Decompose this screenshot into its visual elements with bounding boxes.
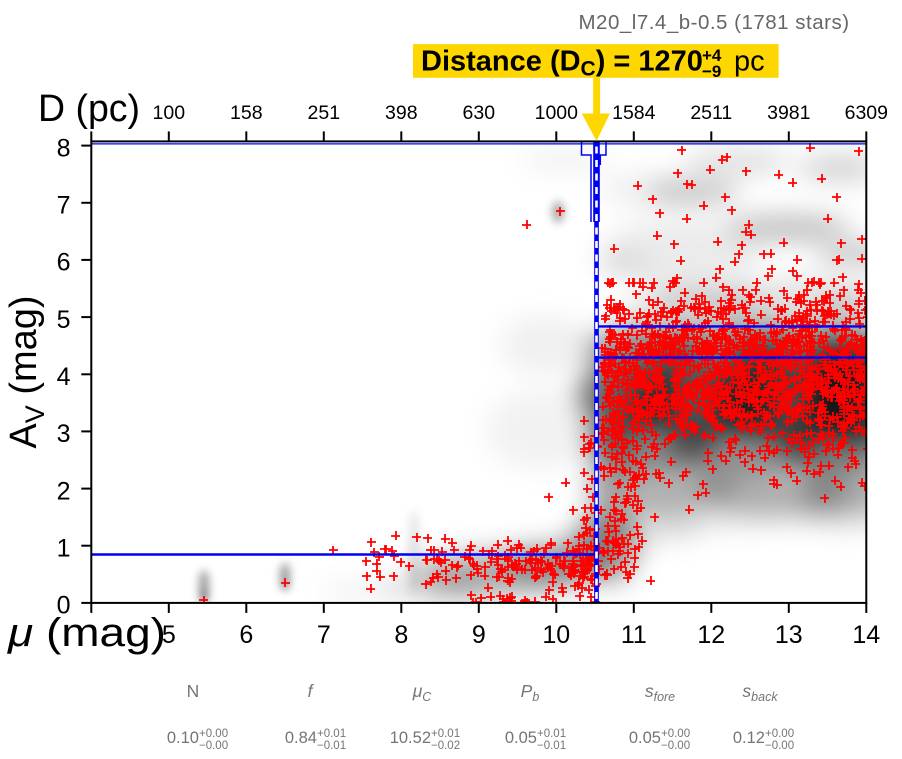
svg-text:1000: 1000 [535,102,579,124]
svg-text:+4: +4 [702,46,722,65]
svg-text:+0.00: +0.00 [765,728,794,740]
svg-text:100: 100 [153,102,186,124]
svg-text:6309: 6309 [845,102,888,124]
svg-text:−0.00: −0.00 [199,740,228,752]
svg-text:7: 7 [317,621,331,649]
svg-text:8: 8 [394,621,408,649]
svg-text:6: 6 [239,621,253,649]
svg-text:11: 11 [621,621,647,649]
svg-text:4: 4 [57,363,71,391]
svg-text:+0.00: +0.00 [661,728,690,740]
svg-text:2: 2 [57,477,71,505]
svg-text:6: 6 [57,249,71,277]
svg-text:5: 5 [162,621,176,649]
svg-text:0.05: 0.05 [629,729,661,747]
svg-text:7: 7 [57,192,71,220]
svg-text:630: 630 [463,102,496,124]
svg-text:12: 12 [697,621,725,649]
svg-text:0.10: 0.10 [167,729,199,747]
svg-text:Distance (DC) = 1270: Distance (DC) = 1270 [421,46,703,81]
svg-text:1584: 1584 [612,102,656,124]
svg-text:M20_l7.4_b-0.5 (1781 stars): M20_l7.4_b-0.5 (1781 stars) [578,11,849,34]
svg-text:251: 251 [308,102,341,124]
svg-text:−9: −9 [702,62,721,81]
svg-text:+0.01: +0.01 [431,728,460,740]
svg-text:+0.01: +0.01 [537,728,566,740]
svg-text:D (pc): D (pc) [38,88,140,130]
svg-text:−0.00: −0.00 [661,740,690,752]
svg-text:μ (mag): μ (mag) [7,611,166,655]
svg-text:5: 5 [57,306,71,334]
svg-text:+0.01: +0.01 [317,728,346,740]
svg-text:9: 9 [472,621,486,649]
svg-text:10.52: 10.52 [390,729,431,747]
svg-text:AV (mag): AV (mag) [3,295,50,448]
svg-text:0.05: 0.05 [505,729,537,747]
svg-text:0.84: 0.84 [285,729,317,747]
svg-text:3981: 3981 [767,102,810,124]
svg-text:0: 0 [57,592,71,620]
svg-text:2511: 2511 [690,102,732,124]
svg-text:−0.00: −0.00 [765,740,794,752]
svg-text:158: 158 [230,102,263,124]
svg-text:398: 398 [385,102,418,124]
svg-text:−0.01: −0.01 [537,740,566,752]
svg-text:N: N [187,681,200,701]
svg-text:−0.01: −0.01 [317,740,346,752]
svg-text:pc: pc [734,46,765,78]
svg-text:13: 13 [775,621,803,649]
svg-text:8: 8 [57,134,71,162]
svg-text:−0.02: −0.02 [431,740,460,752]
svg-text:0.12: 0.12 [733,729,765,747]
svg-text:1: 1 [57,534,71,562]
svg-text:+0.00: +0.00 [199,728,228,740]
svg-text:3: 3 [57,420,71,448]
svg-text:f: f [308,681,315,701]
svg-text:10: 10 [542,621,570,649]
svg-text:14: 14 [852,621,880,649]
